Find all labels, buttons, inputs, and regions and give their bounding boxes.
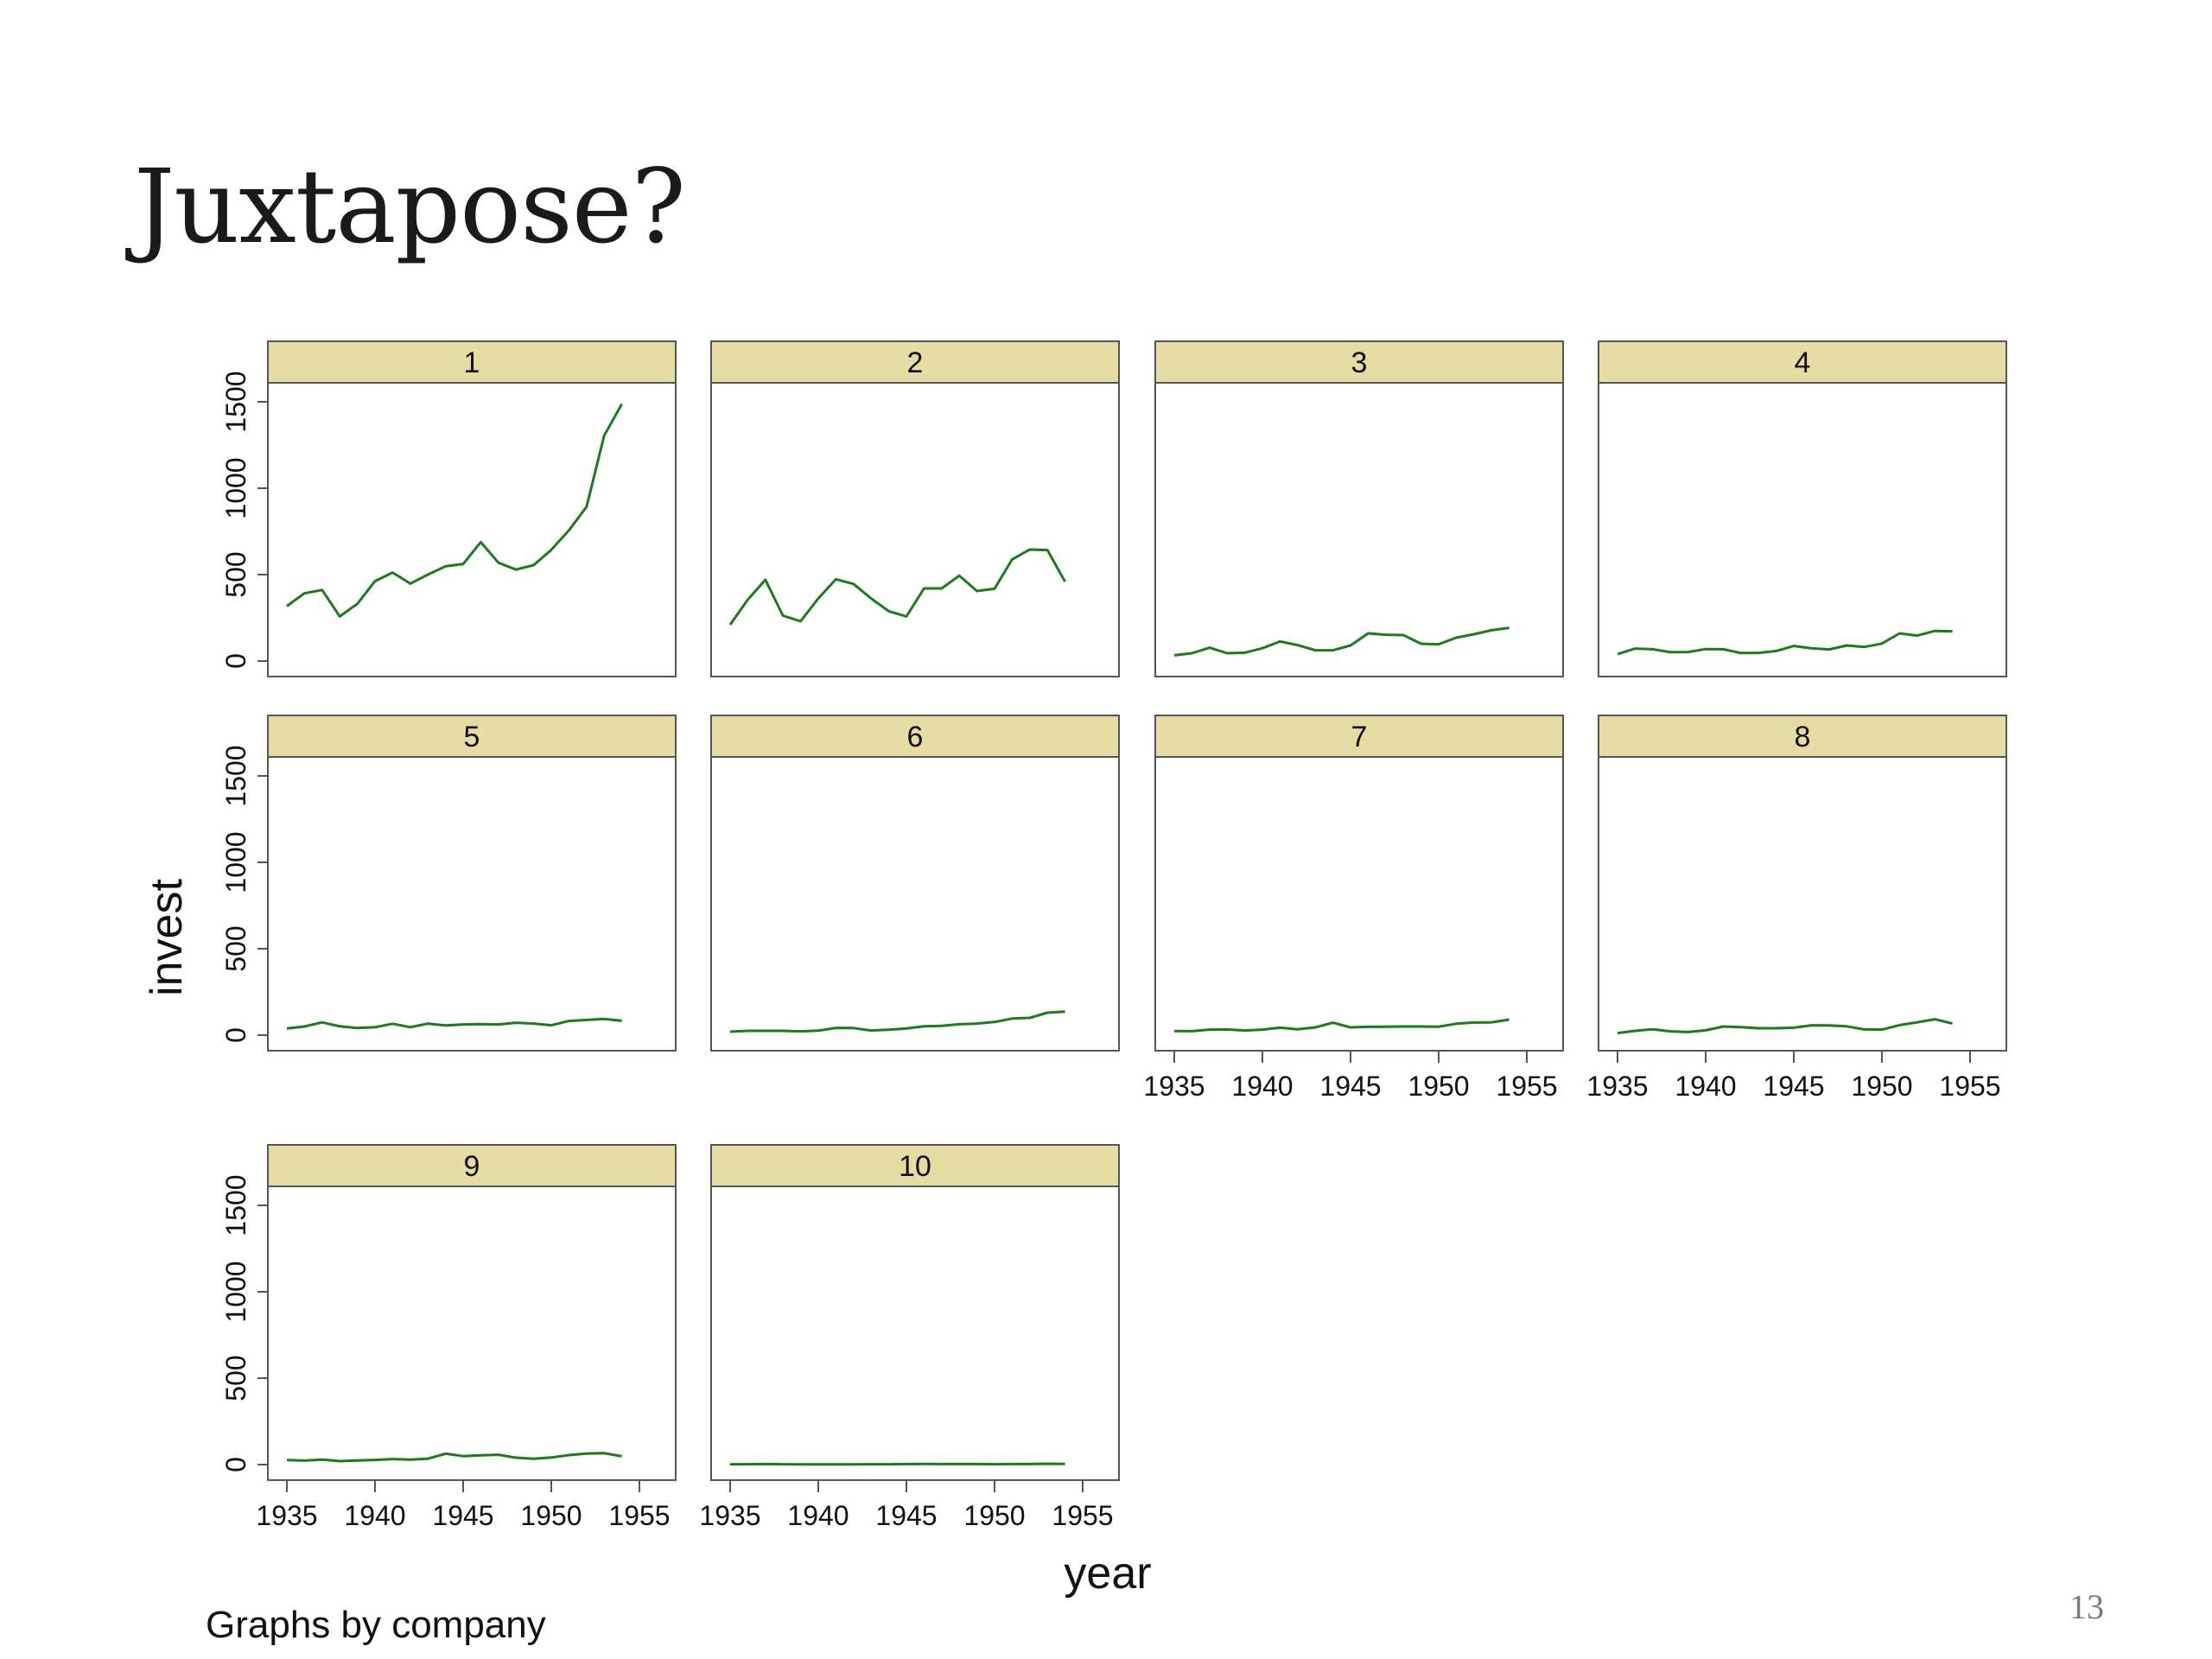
page-number: 13	[2069, 1587, 2104, 1626]
panel-title-3: 3	[1351, 346, 1368, 379]
x-tick-label: 1935	[699, 1500, 760, 1531]
x-tick-label: 1955	[1496, 1071, 1557, 1102]
x-tick-label: 1935	[256, 1500, 317, 1531]
panel-header-7	[1154, 715, 1564, 758]
panel-plot-1	[267, 382, 677, 677]
y-tick-label: 1000	[220, 457, 251, 518]
x-tick-label: 1950	[1851, 1071, 1912, 1102]
panel-title-2: 2	[907, 346, 924, 379]
x-tick-label: 1940	[1675, 1071, 1736, 1102]
panel-plot-10	[710, 1185, 1120, 1481]
y-tick-label: 1000	[220, 831, 251, 893]
panel-header-1	[267, 340, 677, 384]
x-tick-label: 1940	[344, 1500, 405, 1531]
x-tick-label: 1945	[1763, 1071, 1824, 1102]
x-tick-label: 1940	[1231, 1071, 1293, 1102]
x-tick-label: 1945	[1319, 1071, 1381, 1102]
x-tick-label: 1955	[1939, 1071, 2000, 1102]
y-tick-label: 500	[220, 551, 251, 597]
series-line-company-4	[1617, 629, 1953, 656]
y-tick-label: 1500	[220, 1174, 251, 1236]
series-line-company-2	[728, 548, 1066, 626]
y-tick-label: 0	[220, 1027, 251, 1043]
y-tick-label: 0	[220, 1457, 251, 1472]
x-tick-label: 1935	[1586, 1071, 1648, 1102]
series-line-company-3	[1173, 626, 1510, 657]
x-tick-label: 1935	[1143, 1071, 1205, 1102]
y-tick-label: 1500	[220, 371, 251, 432]
series-line-company-1	[286, 403, 623, 618]
panel-plot-5	[267, 756, 677, 1052]
panel-plot-8	[1598, 756, 2007, 1052]
panel-plot-4	[1598, 382, 2007, 677]
series-line-company-8	[1617, 1018, 1953, 1035]
x-tick-label: 1945	[875, 1500, 937, 1531]
series-line-company-7	[1173, 1018, 1510, 1033]
slide-title: Juxtapose?	[134, 147, 686, 266]
panel-header-6	[710, 715, 1120, 758]
panel-header-9	[267, 1144, 677, 1187]
x-tick-label: 1955	[1052, 1500, 1113, 1531]
series-line-company-6	[729, 1010, 1065, 1033]
panel-title-10: 10	[899, 1150, 931, 1183]
panel-plot-3	[1154, 382, 1564, 677]
panel-plot-7	[1154, 756, 1564, 1052]
panel-plot-9	[267, 1185, 677, 1481]
y-tick-label: 500	[220, 1355, 251, 1401]
series-line-company-10	[730, 1462, 1065, 1466]
panel-plot-6	[710, 756, 1120, 1052]
y-tick-label: 500	[220, 925, 251, 971]
y-tick-label: 1000	[220, 1261, 251, 1322]
panel-title-8: 8	[1795, 721, 1811, 753]
panel-title-6: 6	[907, 721, 924, 753]
panel-header-5	[267, 715, 677, 758]
x-tick-label: 1950	[963, 1500, 1025, 1531]
panel-title-4: 4	[1795, 346, 1811, 379]
panel-header-4	[1598, 340, 2007, 384]
y-tick-label: 0	[220, 653, 251, 669]
graphs-by-note: Graphs by company	[206, 1604, 546, 1646]
series-line-company-9	[286, 1452, 622, 1463]
panel-plot-2	[710, 382, 1120, 677]
panel-title-7: 7	[1351, 721, 1368, 753]
panel-title-9: 9	[464, 1150, 480, 1183]
x-tick-label: 1950	[520, 1500, 582, 1531]
x-axis-title: year	[1064, 1548, 1151, 1599]
x-tick-label: 1940	[787, 1500, 849, 1531]
panel-title-5: 5	[464, 721, 480, 753]
x-tick-label: 1945	[432, 1500, 493, 1531]
x-tick-label: 1955	[608, 1500, 670, 1531]
series-line-company-5	[286, 1017, 622, 1030]
y-axis-title: invest	[142, 879, 192, 996]
x-tick-label: 1950	[1408, 1071, 1469, 1102]
y-tick-label: 1500	[220, 745, 251, 806]
panel-title-1: 1	[464, 346, 480, 379]
panel-header-10	[710, 1144, 1120, 1187]
